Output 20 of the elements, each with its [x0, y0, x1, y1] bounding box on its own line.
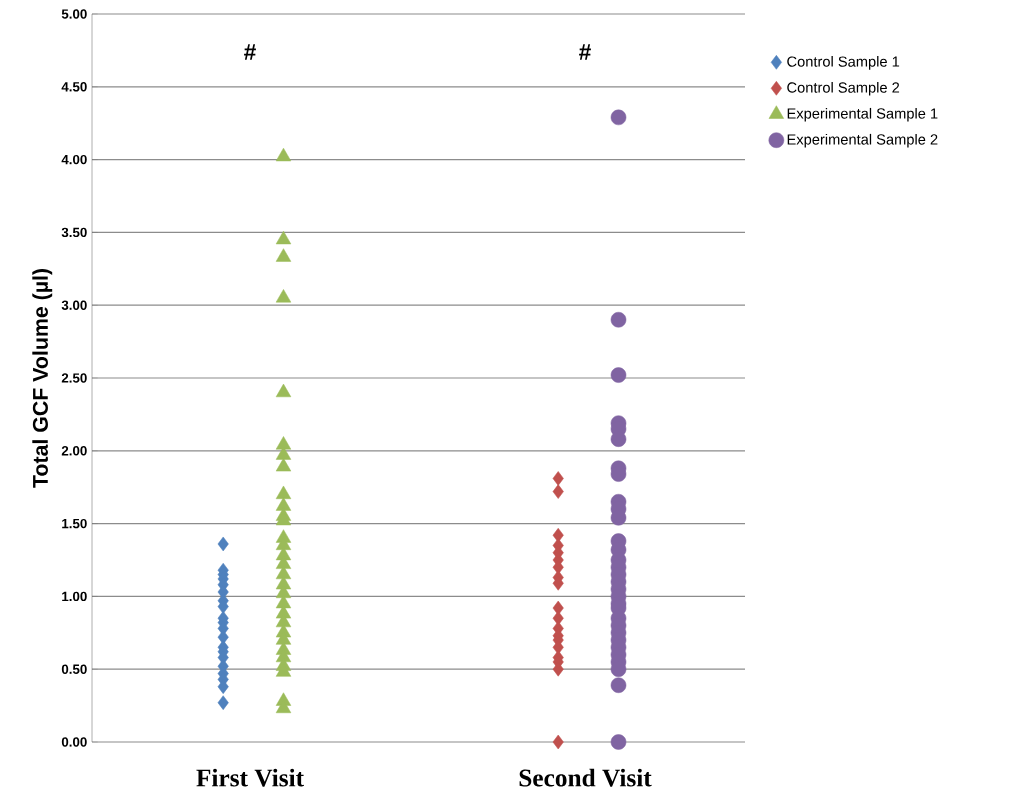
- y-tick-label: 2.50: [61, 373, 87, 383]
- y-tick-label: 3.50: [61, 227, 87, 238]
- legend-label: Control Sample 1: [787, 56, 900, 70]
- legend-label: Experimental Sample 1: [787, 107, 938, 122]
- annotation: #: [244, 44, 256, 60]
- y-tick-label: 1.00: [62, 591, 87, 602]
- y-tick-label: 5.00: [61, 9, 87, 19]
- y-tick-label: 1.50: [62, 518, 87, 529]
- y-tick-label: 0.00: [61, 737, 87, 747]
- legend-label: Experimental Sample 2: [787, 133, 938, 148]
- y-tick-label: 4.50: [61, 82, 87, 92]
- y-tick-label: 3.00: [61, 300, 87, 310]
- x-tick-label: Second Visit: [519, 768, 652, 787]
- x-tick-label: First Visit: [196, 768, 304, 787]
- y-tick-label: 4.00: [61, 154, 87, 165]
- annotation: #: [579, 44, 591, 60]
- legend-label: Control Sample 2: [787, 81, 900, 96]
- y-tick-label: 0.50: [61, 664, 87, 674]
- y-tick-label: 2.00: [61, 446, 87, 456]
- y-axis-title: Total GCF Volume (µl): [32, 269, 53, 488]
